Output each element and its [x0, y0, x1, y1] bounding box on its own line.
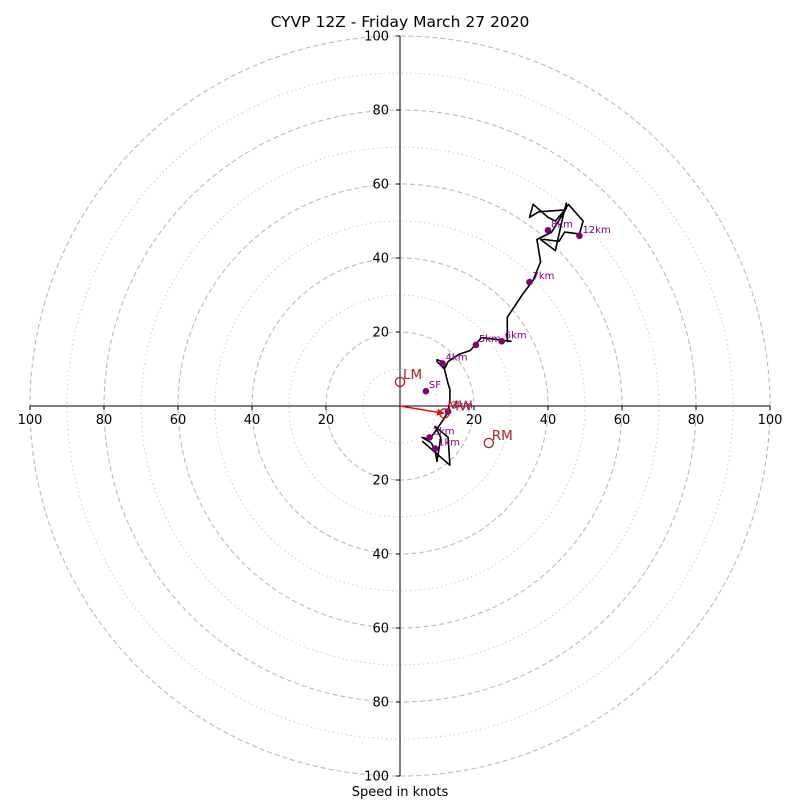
storm-motion-marker — [394, 376, 406, 388]
height-point-marker — [422, 387, 430, 395]
x-tick-label: 60 — [170, 413, 187, 428]
x-tick-label: 40 — [244, 413, 261, 428]
hodograph-trace-layer — [421, 202, 584, 467]
height-point-label: 12km — [582, 225, 610, 236]
height-point-marker — [526, 278, 533, 286]
y-tick-label: 100 — [364, 30, 389, 45]
shear-vector-line — [399, 405, 445, 415]
height-point-label: 5km — [479, 334, 501, 345]
height-point-label: 7km — [533, 271, 555, 282]
storm-motion-label: RM — [492, 428, 513, 444]
height-point-marker — [431, 445, 439, 452]
height-point-label: 3km — [451, 401, 473, 412]
x-tick-label: 60 — [614, 413, 631, 428]
height-point-marker — [472, 341, 480, 349]
x-tick-label: 40 — [540, 413, 557, 428]
x-tick-label: 80 — [96, 413, 113, 428]
storm-motion-label: LM — [403, 367, 422, 383]
y-tick-label: 80 — [372, 696, 389, 711]
storm-motion-marker — [483, 437, 495, 449]
height-point-marker — [576, 232, 583, 240]
x-tick-label: 80 — [688, 413, 705, 428]
height-point-marker — [439, 360, 446, 367]
y-tick-label: 60 — [372, 178, 389, 193]
x-tick-label: 100 — [18, 413, 43, 428]
height-point-label: SF — [429, 380, 441, 391]
x-tick-label: 20 — [466, 413, 483, 428]
y-tick-label: 60 — [372, 622, 389, 637]
height-point-label: 6km — [505, 330, 527, 341]
tick-labels: 100 80 60 40 20 20 40 60 80 100 100 80 60 40 20 20 40 60 8… — [18, 30, 783, 785]
y-tick-label: 20 — [372, 326, 389, 341]
y-tick-label: 40 — [372, 252, 389, 267]
height-point-marker — [426, 434, 433, 441]
x-axis-label: Speed in knots — [352, 785, 449, 800]
y-tick-label: 20 — [372, 474, 389, 489]
y-tick-label: 100 — [364, 770, 389, 785]
height-point-marker — [544, 226, 552, 234]
x-tick-label: 20 — [318, 413, 335, 428]
y-tick-label: 40 — [372, 548, 389, 563]
chart-title: CYVP 12Z - Friday March 27 2020 — [271, 13, 530, 31]
height-point-label: 4km — [446, 352, 468, 363]
y-tick-label: 80 — [372, 104, 389, 119]
height-point-label: 1km — [438, 438, 460, 449]
storm-motion-marker — [439, 408, 450, 419]
storm-motion-layer: LM RM MW — [394, 367, 513, 449]
hodograph-trace-line — [421, 202, 584, 467]
height-point-marker — [498, 337, 506, 345]
height-point-label: 8km — [551, 219, 573, 230]
x-tick-label: 100 — [758, 413, 783, 428]
height-point-label: 2km — [433, 426, 455, 437]
storm-motion-label: MW — [447, 398, 472, 414]
